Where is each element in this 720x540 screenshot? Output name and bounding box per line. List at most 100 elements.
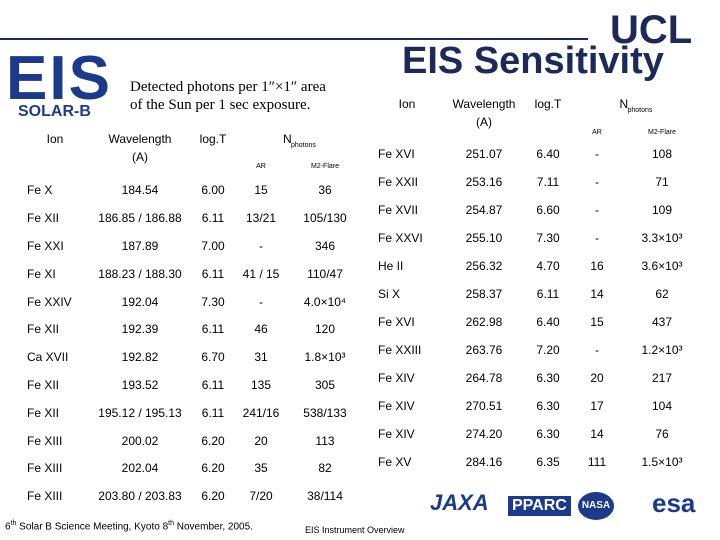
photons-ar: 15 (590, 315, 604, 330)
ucl-logo: UCL (610, 8, 693, 52)
wavelength: 255.10 (465, 231, 503, 246)
wavelength: 284.16 (465, 455, 503, 470)
photons-ar: 16 (590, 259, 604, 274)
log-t: 6.20 (201, 433, 225, 448)
ion: Fe XI (27, 266, 56, 281)
caption: of the Sun per 1 sec exposure. (130, 97, 311, 113)
nasa-logo: NASA (578, 492, 614, 520)
photons-ar: 31 (254, 350, 268, 365)
ion: Fe XVI (378, 147, 415, 162)
header-wavelength: Wavelength (108, 132, 172, 147)
photons-ar: 41 / 15 (242, 266, 280, 281)
wavelength: 192.04 (121, 294, 159, 309)
ion: Fe XXII (378, 175, 419, 190)
header-n-sub: photons (291, 142, 316, 150)
ion: Fe X (27, 183, 53, 198)
photons-m2-flare: 3.6×10³ (641, 259, 683, 274)
photons-m2-flare: 62 (655, 287, 669, 302)
ion: Fe XIII (27, 461, 63, 476)
log-t: 6.70 (201, 350, 225, 365)
wavelength: 262.98 (465, 315, 503, 330)
ion: Fe XVII (378, 203, 419, 218)
photons-m2-flare: 108 (651, 147, 673, 162)
ion: Fe XVI (378, 315, 415, 330)
header-wavelength-unit: (A) (476, 115, 492, 130)
photons-ar: - (595, 231, 599, 246)
log-t: 4.70 (536, 259, 560, 274)
wavelength: 256.32 (465, 259, 503, 274)
photons-m2-flare: 3.3×10³ (641, 231, 683, 246)
photons-ar: - (595, 175, 599, 190)
jaxa-logo: JAXA (430, 490, 489, 515)
ion: Fe XIV (378, 371, 415, 386)
esa-logo: esa (652, 488, 696, 518)
photons-ar: 35 (254, 461, 268, 476)
log-t: 6.00 (201, 183, 225, 198)
wavelength: 187.89 (121, 239, 159, 253)
photons-m2-flare: 4.0×10⁴ (303, 294, 347, 309)
log-t: 6.11 (201, 378, 225, 392)
wavelength: 274.20 (465, 427, 503, 442)
header-logt: log.T (199, 132, 227, 147)
header-ion: Ion (398, 97, 416, 112)
wavelength: 184.54 (121, 183, 159, 198)
photons-m2-flare: 346 (314, 239, 336, 253)
wavelength: 186.85 / 186.88 (98, 211, 182, 226)
photons-m2-flare: 71 (655, 175, 669, 190)
wavelength: 192.82 (121, 350, 159, 365)
ion: Fe XIV (378, 399, 415, 414)
wavelength: 193.52 (121, 378, 159, 392)
ion: Si X (378, 287, 401, 302)
header-logt: log.T (534, 97, 562, 112)
ion: Fe XIV (378, 427, 415, 442)
photons-ar: 17 (590, 399, 604, 414)
footer-text: November, 2005. (174, 521, 253, 533)
wavelength: 264.78 (465, 371, 503, 386)
wavelength: 263.76 (465, 343, 503, 358)
log-t: 7.30 (201, 294, 225, 309)
ion: Fe XII (27, 322, 60, 337)
photons-m2-flare: 1.2×10³ (641, 343, 683, 358)
wavelength: 251.07 (465, 147, 503, 162)
ion: Fe XII (27, 211, 60, 226)
photons-ar: - (595, 343, 599, 358)
log-t: 7.30 (536, 231, 560, 246)
log-t: 6.30 (536, 399, 560, 414)
header-wavelength: Wavelength (452, 97, 516, 112)
slide-title: EIS Sensitivity (402, 40, 664, 82)
photons-ar: 7/20 (249, 489, 273, 504)
photons-m2-flare: 437 (651, 315, 673, 330)
wavelength: 202.04 (121, 461, 159, 476)
footer-sup: th (10, 520, 17, 527)
log-t: 7.11 (536, 175, 560, 190)
photons-ar: 14 (590, 287, 604, 302)
ion: Ca XVII (27, 350, 69, 365)
header-ar: AR (592, 129, 602, 137)
pparc-logo: PPARC (508, 496, 571, 516)
photons-ar: - (259, 294, 263, 309)
footer-overview: EIS Instrument Overview (305, 525, 405, 535)
photons-ar: 46 (254, 322, 268, 337)
photons-m2-flare: 110/47 (307, 266, 343, 281)
wavelength: 253.16 (465, 175, 503, 190)
photons-m2-flare: 120 (314, 322, 336, 337)
photons-m2-flare: 113 (315, 433, 335, 448)
ion: Fe XXIII (378, 343, 422, 358)
photons-m2-flare: 217 (651, 371, 673, 386)
photons-ar: 111 (587, 455, 607, 470)
photons-m2-flare: 109 (651, 203, 673, 218)
log-t: 6.60 (536, 203, 560, 218)
wavelength: 192.39 (121, 322, 159, 337)
photons-m2-flare: 105/130 (303, 211, 347, 226)
photons-ar: 15 (254, 183, 268, 198)
photons-ar: 14 (590, 427, 604, 442)
photons-m2-flare: 104 (651, 399, 673, 414)
header-m2: M2-Flare (310, 163, 340, 171)
header-rule (0, 38, 588, 40)
photons-m2-flare: 1.8×10³ (304, 350, 346, 365)
header-n: N (619, 97, 629, 112)
log-t: 6.30 (536, 371, 560, 386)
ion: Fe XII (27, 378, 60, 392)
photons-ar: 135 (250, 378, 272, 392)
